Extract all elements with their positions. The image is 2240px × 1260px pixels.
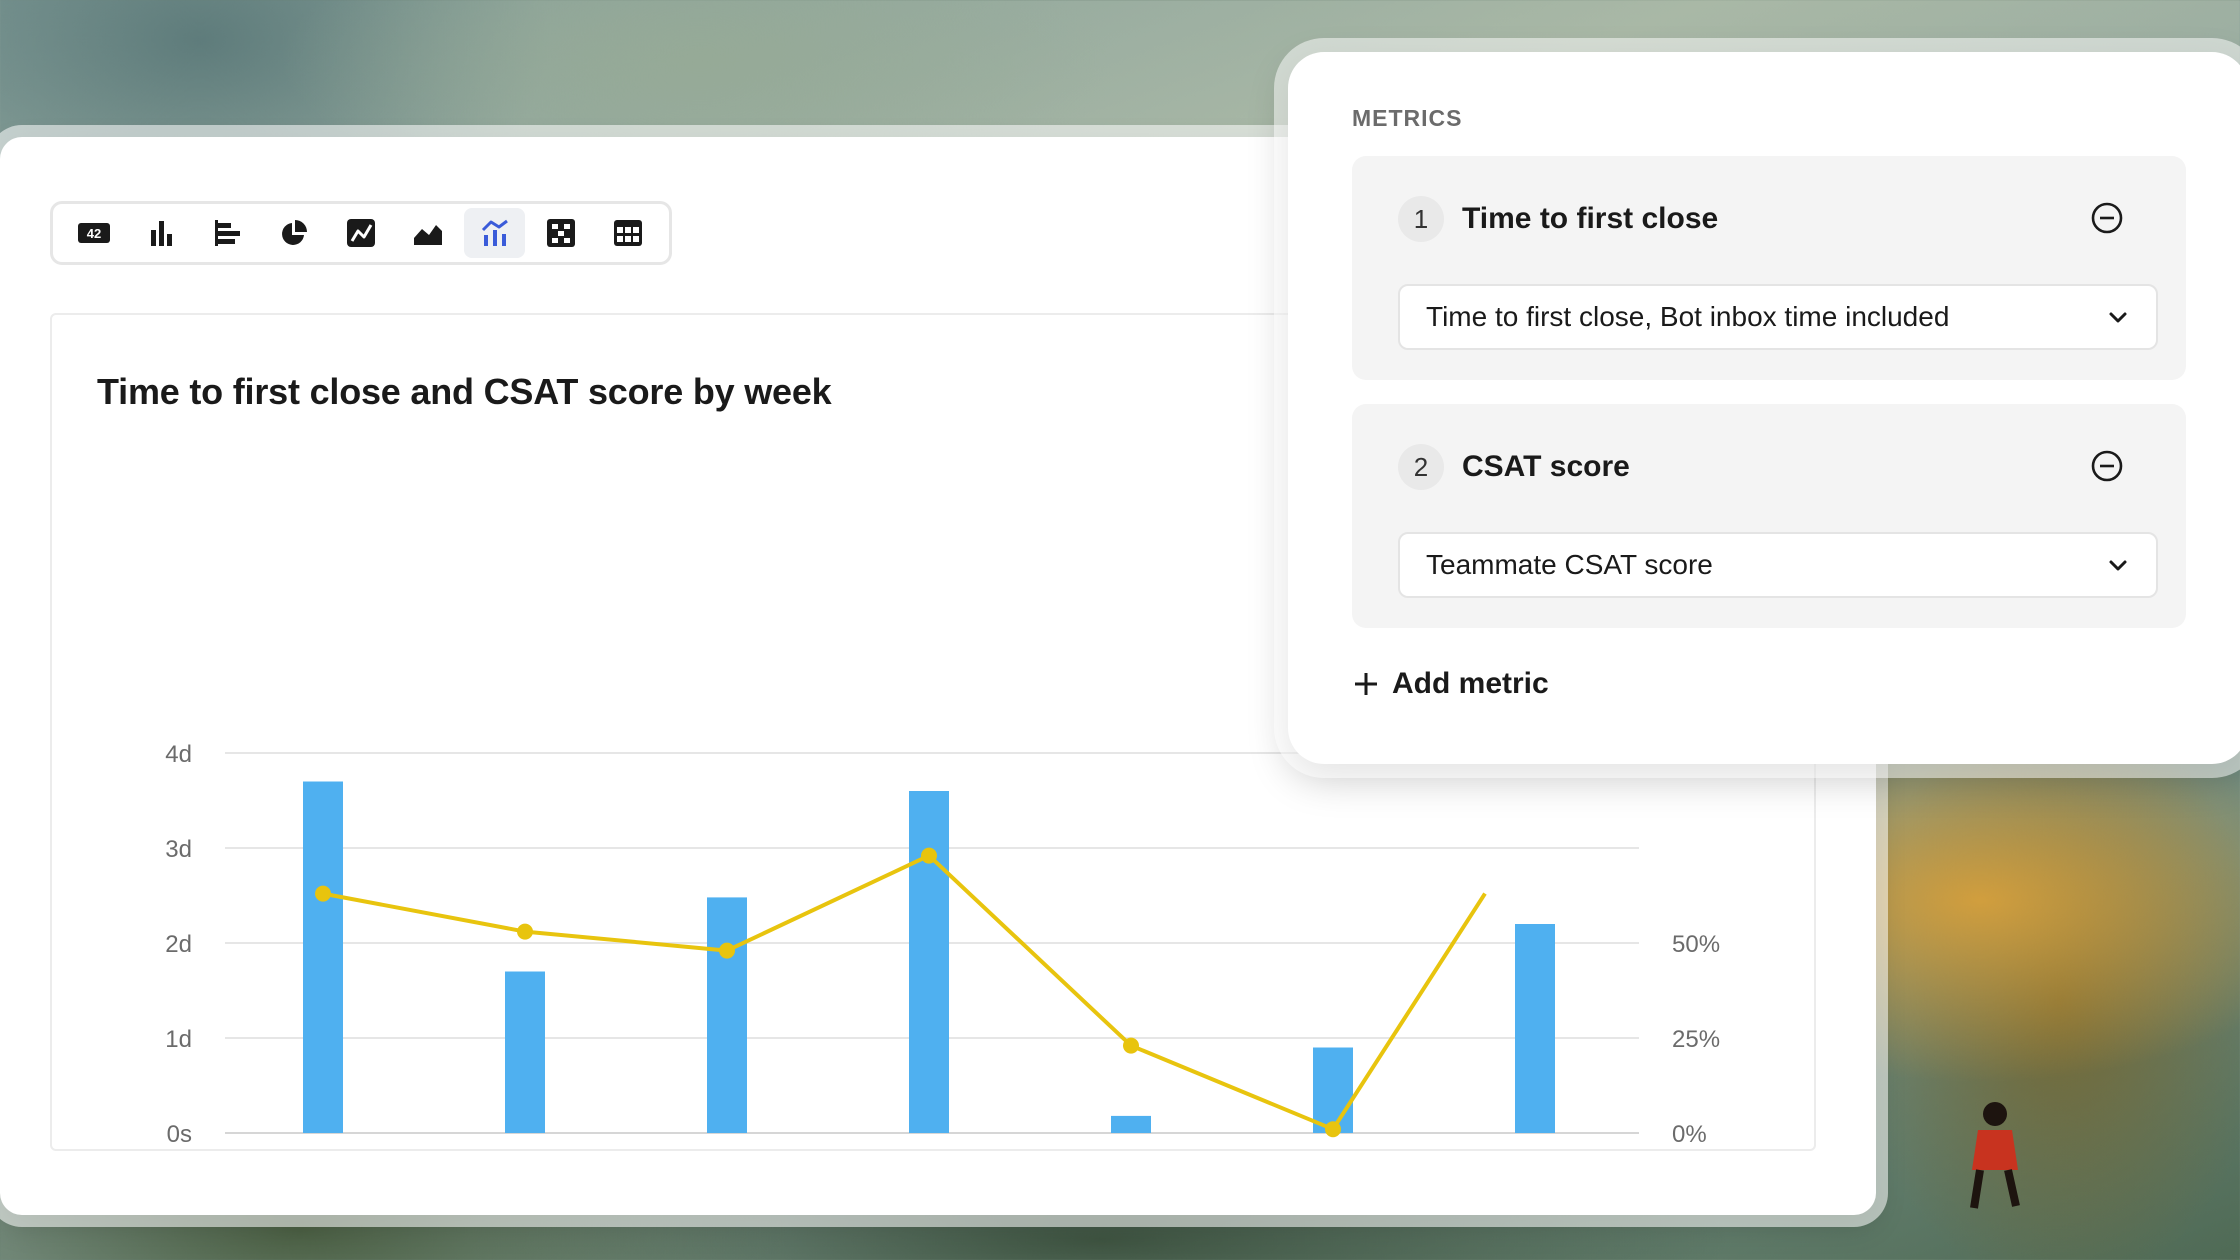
svg-text:42: 42	[87, 226, 101, 241]
chart-type-toolbar: 42	[50, 201, 672, 265]
data-point	[719, 942, 735, 959]
metric-item: 2 CSAT score Teammate CSAT score	[1352, 404, 2186, 628]
remove-circle-icon[interactable]	[2090, 201, 2124, 235]
bar-chart-icon	[150, 221, 172, 246]
background-figure	[1970, 1102, 2020, 1209]
bar	[909, 791, 949, 1133]
tool-bar-chart[interactable]	[130, 208, 192, 258]
heatmap-icon	[547, 219, 576, 247]
tool-pie-chart[interactable]	[263, 208, 325, 258]
bar	[1515, 924, 1555, 1133]
combo-chart-icon	[481, 219, 508, 246]
area-chart-icon	[413, 221, 443, 245]
tool-number[interactable]: 42	[63, 208, 125, 258]
y-tick-label: 0s	[167, 1121, 192, 1148]
series-line	[322, 853, 1487, 1132]
add-metric-button[interactable]: Add metric	[1352, 662, 1549, 706]
bar	[303, 781, 343, 1133]
y2-tick-label: 0%	[1672, 1121, 1707, 1148]
tool-table[interactable]	[597, 208, 659, 258]
data-point	[517, 923, 533, 940]
pie-chart-icon	[282, 220, 308, 245]
data-point	[315, 885, 331, 902]
chevron-down-icon	[2109, 312, 2127, 323]
metric-select-value: Time to first close, Bot inbox time incl…	[1426, 301, 1950, 332]
y2-tick-label: 25%	[1672, 1026, 1720, 1053]
metric-select[interactable]: Teammate CSAT score	[1398, 532, 2158, 598]
y-tick-label: 2d	[165, 931, 192, 958]
data-point	[1123, 1037, 1139, 1054]
table-icon	[614, 220, 643, 246]
metric-select[interactable]: Time to first close, Bot inbox time incl…	[1398, 284, 2158, 350]
metric-name: CSAT score	[1462, 450, 1630, 483]
metric-select-value: Teammate CSAT score	[1426, 549, 1713, 580]
metrics-panel: METRICS 1 Time to first close Time to fi…	[1288, 52, 2240, 764]
metric-number: 1	[1398, 196, 1444, 242]
line-chart-icon	[347, 219, 376, 247]
metric-name: Time to first close	[1462, 202, 1719, 235]
data-point	[921, 847, 937, 864]
y-tick-label: 4d	[165, 741, 192, 768]
y2-tick-label: 50%	[1672, 931, 1720, 958]
plus-icon	[1355, 673, 1377, 695]
add-metric-label: Add metric	[1392, 667, 1549, 700]
bar	[707, 897, 747, 1133]
bar	[1313, 1047, 1353, 1133]
bar	[505, 971, 545, 1133]
y-tick-label: 1d	[165, 1026, 192, 1053]
tool-combo-chart[interactable]	[463, 208, 526, 258]
number-tile-icon: 42	[77, 223, 110, 243]
tool-heatmap[interactable]	[530, 208, 592, 258]
metric-item: 1 Time to first close Time to first clos…	[1352, 156, 2186, 380]
tool-line-chart[interactable]	[330, 208, 392, 258]
data-point	[1325, 1121, 1341, 1138]
chart-title: Time to first close and CSAT score by we…	[97, 371, 832, 412]
tool-area-chart[interactable]	[397, 208, 459, 258]
remove-circle-icon[interactable]	[2090, 449, 2124, 483]
chevron-down-icon	[2109, 560, 2127, 571]
y-tick-label: 3d	[165, 836, 192, 863]
horizontal-bar-chart-icon	[215, 220, 241, 246]
metrics-heading: METRICS	[1352, 105, 1463, 131]
metric-number: 2	[1398, 444, 1444, 490]
bar	[1111, 1115, 1151, 1133]
tool-horizontal-bar-chart[interactable]	[197, 208, 259, 258]
